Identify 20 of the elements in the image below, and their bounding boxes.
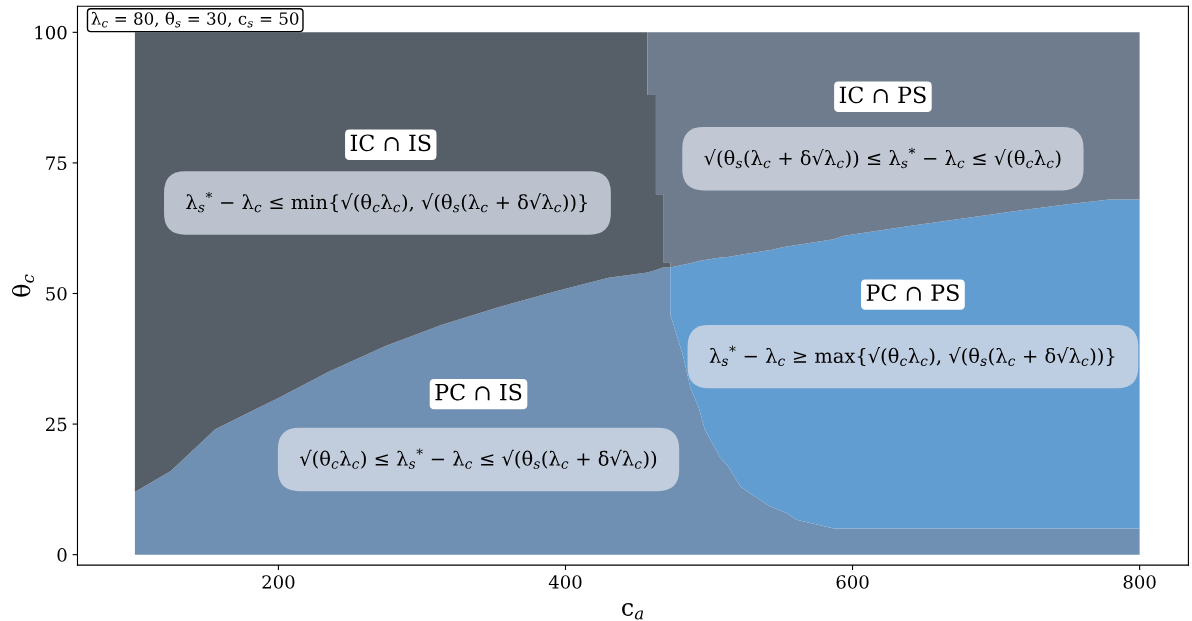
y-axis-title: θ$_{c}$ (11, 274, 35, 297)
x-axis-title: c$_{a}$ (622, 603, 644, 620)
annotation: λ$_{c}$ = 80, θ$_{s}$ = 30, c$_{s}$ = 50 (91, 11, 299, 28)
y-tick-label: 100 (35, 25, 67, 40)
text: √(θ$_{s}$(λ$_{c}$ + δ√λ$_{c}$)) ≤ λ$_{s}$$^{*}$ − λ$_{c}$ ≤ √(θ$_{c}$λ$_{c}$) (704, 147, 1061, 169)
x-tick-label: 800 (1123, 575, 1156, 589)
annotation: IC ∩ IS (350, 134, 431, 152)
y-tick-label: 50 (46, 286, 67, 301)
x-tick-label: 400 (548, 575, 582, 589)
y-tick-label: 0 (57, 548, 67, 562)
annotation: IC ∩ PS (839, 86, 926, 104)
text: √(θ$_{c}$λ$_{c}$) ≤ λ$_{s}$$^{*}$ − λ$_{c}$ ≤ √(θ$_{s}$(λ$_{c}$ + δ√λ$_{c}$)) (299, 448, 657, 469)
text: λ$_{s}$$^{*}$ − λ$_{c}$ ≤ min{√(θ$_{c}$λ$_{c}$), √(θ$_{s}$(λ$_{c}$ + δ√λ$_{c}$))} (186, 191, 587, 213)
x-tick-label: 200 (262, 575, 295, 589)
text: λ$_{s}$$^{*}$ − λ$_{c}$ ≥ max{√(θ$_{c}$λ$_{c}$), √(θ$_{s}$(λ$_{c}$ + δ√λ$_{c}$))} (709, 345, 1115, 366)
annotation: PC ∩ PS (866, 284, 959, 302)
y-tick-label: 75 (46, 156, 67, 171)
x-tick-label: 600 (836, 575, 869, 589)
annotation: PC ∩ IS (435, 383, 522, 401)
y-tick-label: 25 (46, 417, 67, 432)
